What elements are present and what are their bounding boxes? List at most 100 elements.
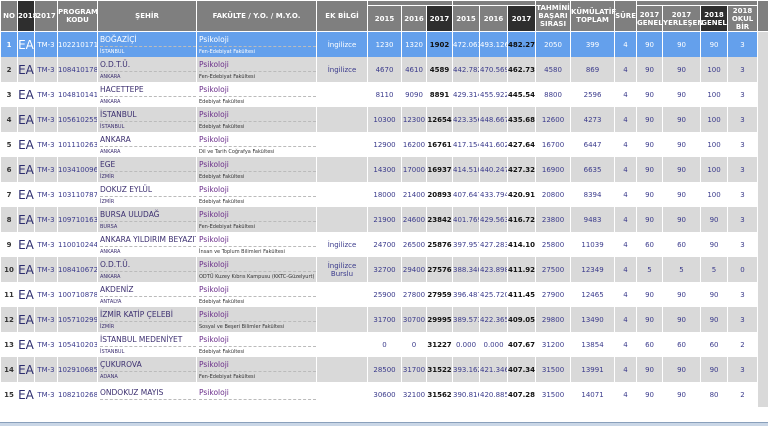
- table-row[interactable]: 3 EA TM-3 104810141 HACETTEPE ANKARA Psikoloji…: [0, 82, 768, 107]
- table-row[interactable]: 5 EA TM-3 101110263 ANKARA ANKARA Psikoloji Dil…: [0, 132, 768, 157]
- table-row[interactable]: 12 EA TM-3 105710299 İZMİR KATİP ÇELEBİ İZMİR…: [0, 307, 768, 332]
- header-sehir[interactable]: ŞEHİR: [97, 0, 197, 32]
- header-kumulatif[interactable]: KÜMÜLATİF TOPLAM: [570, 0, 616, 32]
- table-row[interactable]: 2 EA TM-3 108410178 O.D.T.Ü. ANKARA Psikoloji F…: [0, 57, 768, 82]
- header-okul-bir-2018[interactable]: 2018 OKUL BİR: [727, 5, 759, 32]
- program-name[interactable]: Psikoloji: [199, 210, 316, 222]
- program-name[interactable]: Psikoloji: [199, 60, 316, 72]
- faculty-cell[interactable]: Psikoloji ODTÜ Kuzey Kıbrıs Kampusu (KKTC…: [196, 257, 317, 282]
- program-name[interactable]: Psikoloji: [199, 185, 316, 197]
- table-row[interactable]: 4 EA TM-3 105610255 İSTANBUL İSTANBUL Psikoloj…: [0, 107, 768, 132]
- header-taban-2017[interactable]: 2017: [425, 5, 454, 32]
- header-2017[interactable]: 2017: [34, 0, 58, 32]
- university-name[interactable]: HACETTEPE: [100, 85, 196, 97]
- faculty-cell[interactable]: Psikoloji Dil ve Tarih Coğrafya Fakültesi: [196, 132, 317, 157]
- university-name[interactable]: AKDENİZ: [100, 285, 196, 297]
- table-row[interactable]: 10 EA TM-3 108410672 O.D.T.Ü. ANKARA Psikoloji…: [0, 257, 768, 282]
- university-cell[interactable]: ONDOKUZ MAYIS: [97, 382, 197, 407]
- table-row[interactable]: 15 EA TM-3 108210268 ONDOKUZ MAYIS Psikoloji 3…: [0, 382, 768, 407]
- table-row[interactable]: 14 EA TM-3 102910685 ÇUKUROVA ADANA Psikoloji F…: [0, 357, 768, 382]
- university-name[interactable]: DOKUZ EYLÜL: [100, 185, 196, 197]
- table-row[interactable]: 11 EA TM-3 100710878 AKDENİZ ANTALYA Psikoloji…: [0, 282, 768, 307]
- program-name[interactable]: Psikoloji: [199, 35, 316, 47]
- program-name[interactable]: Psikoloji: [199, 310, 316, 322]
- university-results-table: NO 2018 2017 PROGRAM KODU ŞEHİR FAKÜLTE …: [0, 0, 768, 407]
- university-name[interactable]: ÇUKUROVA: [100, 360, 196, 372]
- university-cell[interactable]: İSTANBUL MEDENİYET İSTANBUL: [97, 332, 197, 357]
- program-name[interactable]: Psikoloji: [199, 260, 316, 272]
- program-name[interactable]: Psikoloji: [199, 85, 316, 97]
- faculty-cell[interactable]: Psikoloji Fen-Edebiyat Fakültesi: [196, 57, 317, 82]
- university-cell[interactable]: AKDENİZ ANTALYA: [97, 282, 197, 307]
- header-program-kodu[interactable]: PROGRAM KODU: [57, 0, 98, 32]
- faculty-cell[interactable]: Psikoloji Fen-Edebiyat Fakültesi: [196, 357, 317, 382]
- university-cell[interactable]: EGE İZMİR: [97, 157, 197, 182]
- university-cell[interactable]: ANKARA YILDIRIM BEYAZIT ANKARA: [97, 232, 197, 257]
- table-row[interactable]: 9 EA TM-3 110010244 ANKARA YILDIRIM BEYAZIT A…: [0, 232, 768, 257]
- faculty-cell[interactable]: Psikoloji Edebiyat Fakültesi: [196, 107, 317, 132]
- table-row[interactable]: 8 EA TM-3 109710163 BURSA ULUDAĞ BURSA Psikolo…: [0, 207, 768, 232]
- faculty-cell[interactable]: Psikoloji Sosyal ve Beşeri Bilimler Fakül…: [196, 307, 317, 332]
- faculty-cell[interactable]: Psikoloji Fen-Edebiyat Fakültesi: [196, 207, 317, 232]
- university-cell[interactable]: İZMİR KATİP ÇELEBİ İZMİR: [97, 307, 197, 332]
- table-row[interactable]: 7 EA TM-3 103110787 DOKUZ EYLÜL İZMİR Psikoloj…: [0, 182, 768, 207]
- university-name[interactable]: ANKARA: [100, 135, 196, 147]
- university-cell[interactable]: O.D.T.Ü. ANKARA: [97, 57, 197, 82]
- faculty-cell[interactable]: Psikoloji Edebiyat Fakültesi: [196, 332, 317, 357]
- program-name[interactable]: Psikoloji: [199, 360, 316, 372]
- header-puan-2015[interactable]: 2015: [452, 5, 481, 32]
- program-name[interactable]: Psikoloji: [199, 110, 316, 122]
- base-rank-2015: 28500: [367, 357, 402, 382]
- university-cell[interactable]: O.D.T.Ü. ANKARA: [97, 257, 197, 282]
- university-name[interactable]: BURSA ULUDAĞ: [100, 210, 196, 222]
- cumulative-total: 399: [570, 31, 616, 57]
- extra-info: [316, 82, 368, 107]
- header-sure[interactable]: SÜRE: [614, 0, 638, 32]
- program-name[interactable]: Psikoloji: [199, 388, 316, 400]
- program-name[interactable]: Psikoloji: [199, 335, 316, 347]
- university-name[interactable]: İZMİR KATİP ÇELEBİ: [100, 310, 196, 322]
- header-taban-2015[interactable]: 2015: [367, 5, 402, 32]
- university-cell[interactable]: ÇUKUROVA ADANA: [97, 357, 197, 382]
- faculty-cell[interactable]: Psikoloji Edebiyat Fakültesi: [196, 82, 317, 107]
- program-name[interactable]: Psikoloji: [199, 285, 316, 297]
- header-2018[interactable]: 2018: [17, 0, 37, 32]
- program-name[interactable]: Psikoloji: [199, 135, 316, 147]
- header-yerlesen-2017[interactable]: 2017 YERLEŞEN: [662, 5, 703, 32]
- table-row[interactable]: 1 EA TM-3 102210171 BOĞAZİÇİ İSTANBUL Psikoloj…: [0, 31, 768, 57]
- program-name[interactable]: Psikoloji: [199, 235, 316, 247]
- university-cell[interactable]: İSTANBUL İSTANBUL: [97, 107, 197, 132]
- header-ek-bilgi[interactable]: EK BİLGİ: [316, 0, 368, 32]
- university-name[interactable]: ONDOKUZ MAYIS: [100, 388, 196, 400]
- header-genel-2017[interactable]: 2017 GENEL: [636, 5, 664, 32]
- faculty-cell[interactable]: Psikoloji İnsan ve Toplum Bilimleri Fakül…: [196, 232, 317, 257]
- header-tahmini[interactable]: TAHMİNİ BAŞARI SIRASI: [535, 0, 572, 32]
- faculty-cell[interactable]: Psikoloji Edebiyat Fakültesi: [196, 157, 317, 182]
- university-name[interactable]: ANKARA YILDIRIM BEYAZIT: [100, 235, 196, 247]
- university-name[interactable]: İSTANBUL: [100, 110, 196, 122]
- university-cell[interactable]: BOĞAZİÇİ İSTANBUL: [97, 31, 197, 57]
- base-score-2016: 427.283: [479, 232, 509, 257]
- header-puan-2016[interactable]: 2016: [479, 5, 509, 32]
- university-name[interactable]: O.D.T.Ü.: [100, 260, 196, 272]
- header-genel-2018[interactable]: 2018 GENEL: [700, 5, 729, 32]
- university-name[interactable]: BOĞAZİÇİ: [100, 35, 196, 47]
- faculty-cell[interactable]: Psikoloji Fen-Edebiyat Fakültesi: [196, 31, 317, 57]
- university-cell[interactable]: ANKARA ANKARA: [97, 132, 197, 157]
- university-cell[interactable]: BURSA ULUDAĞ BURSA: [97, 207, 197, 232]
- faculty-cell[interactable]: Psikoloji Edebiyat Fakültesi: [196, 282, 317, 307]
- program-name[interactable]: Psikoloji: [199, 160, 316, 172]
- table-row[interactable]: 13 EA TM-3 105410203 İSTANBUL MEDENİYET İSTAN…: [0, 332, 768, 357]
- header-no[interactable]: NO: [0, 0, 18, 32]
- header-taban-2016[interactable]: 2016: [401, 5, 427, 32]
- header-fakulte[interactable]: FAKÜLTE / Y.O. / M.Y.O.: [196, 0, 317, 32]
- faculty-cell[interactable]: Psikoloji: [196, 382, 317, 407]
- faculty-cell[interactable]: Psikoloji Edebiyat Fakültesi: [196, 182, 317, 207]
- table-row[interactable]: 6 EA TM-3 103410096 EGE İZMİR Psikoloji Edebiya…: [0, 157, 768, 182]
- header-puan-2017[interactable]: 2017: [507, 5, 537, 32]
- university-name[interactable]: EGE: [100, 160, 196, 172]
- university-name[interactable]: O.D.T.Ü.: [100, 60, 196, 72]
- university-cell[interactable]: DOKUZ EYLÜL İZMİR: [97, 182, 197, 207]
- university-cell[interactable]: HACETTEPE ANKARA: [97, 82, 197, 107]
- university-name[interactable]: İSTANBUL MEDENİYET: [100, 335, 196, 347]
